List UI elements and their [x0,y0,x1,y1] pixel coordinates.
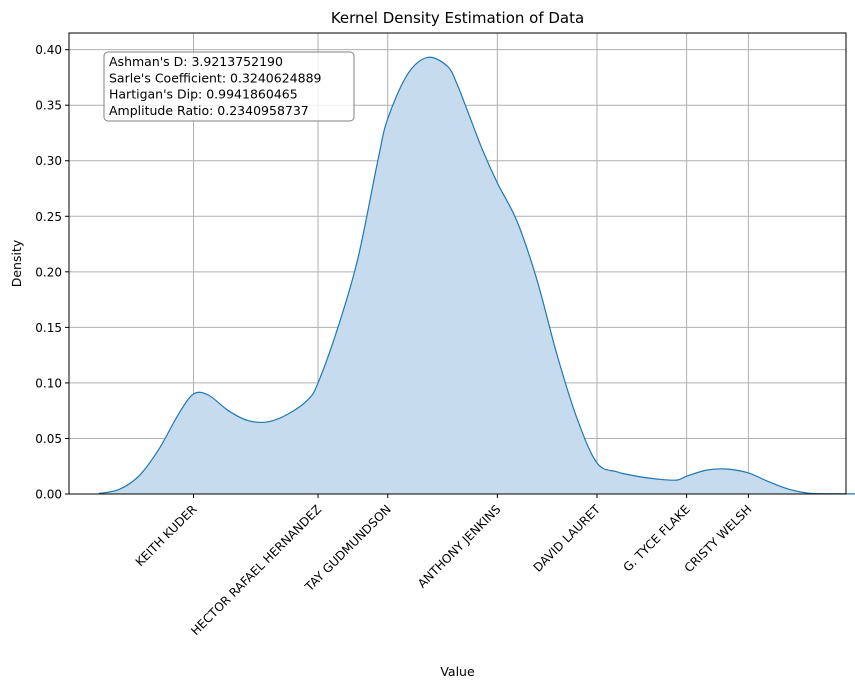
density-fill [98,57,855,494]
stats-annotation-background [103,51,355,122]
stats-line-hartigan: Hartigan's Dip: 0.9941860465 [109,87,298,102]
x-tick-label: KEITH KUDER [133,502,200,569]
y-tick-label: 0.15 [35,321,62,335]
x-tick-label: ANTHONY JENKINS [415,502,504,591]
y-tick-label: 0.30 [35,154,62,168]
stats-line-sarle: Sarle's Coefficient: 0.3240624889 [109,70,322,85]
y-tick-label: 0.00 [35,488,62,502]
x-tick-label: HECTOR RAFAEL HERNANDEZ [188,502,324,638]
y-tick-label: 0.25 [35,210,62,224]
y-tick-label: 0.35 [35,99,62,113]
chart-title: Kernel Density Estimation of Data [331,9,584,27]
density-area-layer [98,56,855,495]
y-tick-label: 0.05 [35,432,62,446]
plot-frame [68,32,847,495]
y-tick-label: 0.10 [35,376,62,390]
x-tick-label: DAVID LAURET [531,502,604,575]
x-axis-title: Value [440,664,475,679]
y-axis-title: Density [9,239,24,287]
y-axis: 0.00 0.05 0.10 0.15 0.20 0.25 0.30 0.35 0.40 [35,43,69,502]
stats-line-ashman: Ashman's D: 3.9213752190 [109,54,283,69]
y-tick-label: 0.40 [35,43,62,57]
density-curve [98,56,855,495]
stats-annotation-box: Ashman's D: 3.9213752190 Sarle's Coeffic… [103,51,355,122]
stats-line-amplitude: Amplitude Ratio: 0.2340958737 [109,103,309,118]
y-tick-label: 0.20 [35,265,62,279]
x-tick-label: CRISTY WELSH [682,502,755,575]
